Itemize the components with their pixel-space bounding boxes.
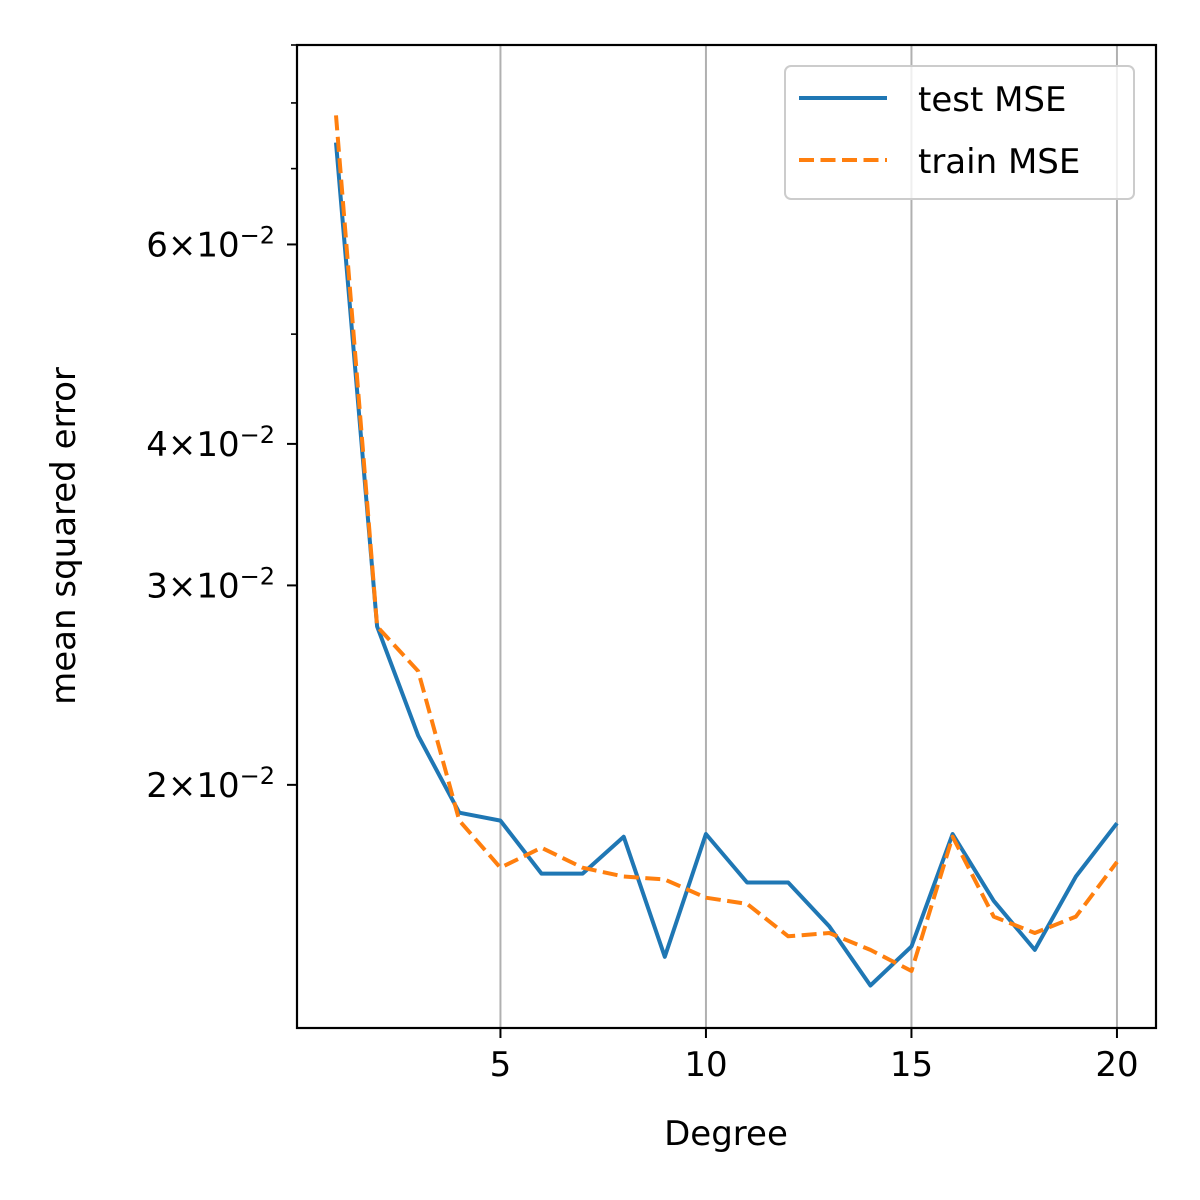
y-axis: 2×10−2 3×10−2 4×10−2 6×10−2 [146, 44, 297, 806]
x-tick-label: 20 [1095, 1045, 1138, 1085]
series-line-test-mse [334, 142, 1119, 988]
x-axis-label: Degree [664, 1114, 788, 1154]
series-layer [334, 115, 1119, 988]
legend-label-train-mse: train MSE [918, 142, 1080, 182]
y-tick-label: 4×10−2 [146, 421, 275, 465]
y-tick-label: 6×10−2 [146, 221, 275, 265]
x-tick-label: 15 [890, 1045, 933, 1085]
x-axis: 5 10 15 20 [490, 1028, 1139, 1085]
legend: test MSE train MSE [784, 65, 1135, 200]
legend-label-test-mse: test MSE [918, 80, 1067, 120]
y-tick-label: 3×10−2 [146, 562, 275, 606]
series-line-train-mse [334, 115, 1119, 973]
plot-frame [295, 43, 1158, 1030]
x-tick-label: 10 [684, 1045, 727, 1085]
x-tick-label: 5 [490, 1045, 512, 1085]
y-axis-label: mean squared error [44, 367, 84, 705]
y-tick-label: 2×10−2 [146, 762, 275, 806]
plot-area [297, 45, 1156, 1028]
